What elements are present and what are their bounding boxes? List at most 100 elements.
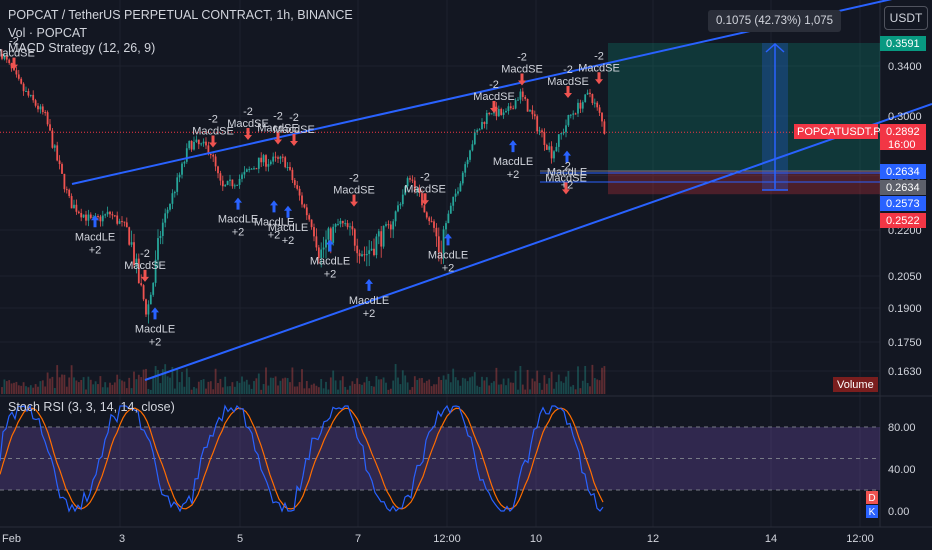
long-arrow-icon bbox=[365, 278, 373, 291]
candle-body bbox=[161, 222, 164, 236]
volume-bar bbox=[202, 379, 205, 394]
volume-bar bbox=[231, 382, 234, 394]
candle-body bbox=[313, 227, 315, 237]
candle-body bbox=[97, 216, 99, 218]
candle-body bbox=[298, 188, 301, 196]
volume-bar bbox=[387, 389, 390, 394]
candle-body bbox=[183, 161, 186, 164]
candle-body bbox=[219, 173, 222, 181]
candle-body bbox=[368, 250, 371, 254]
volume-bar bbox=[370, 385, 373, 394]
short-arrow-icon bbox=[595, 72, 603, 85]
volume-bar bbox=[305, 380, 308, 394]
candle-body bbox=[303, 204, 306, 208]
candle-body bbox=[255, 168, 258, 170]
volume-bar bbox=[49, 378, 51, 394]
signal-label: MacdSE bbox=[545, 172, 587, 184]
volume-bar bbox=[137, 374, 140, 394]
price-badge bbox=[880, 36, 926, 51]
candle-body bbox=[281, 156, 284, 158]
candle-body bbox=[248, 169, 251, 171]
volume-bar bbox=[233, 386, 236, 394]
strategy-title: MACD Strategy (12, 26, 9) bbox=[8, 41, 156, 55]
volume-bar bbox=[197, 381, 200, 394]
volume-bar bbox=[106, 387, 109, 394]
volume-bar bbox=[541, 389, 543, 394]
candle-body bbox=[512, 108, 515, 110]
volume-bar bbox=[445, 379, 447, 394]
candle-body bbox=[37, 105, 39, 110]
currency-button[interactable]: USDT bbox=[884, 6, 928, 30]
candle-body bbox=[137, 258, 140, 284]
candle-body bbox=[80, 212, 83, 218]
candle-body bbox=[188, 141, 191, 149]
volume-bar bbox=[157, 369, 159, 394]
volume-bar bbox=[190, 389, 193, 394]
candle-body bbox=[341, 220, 344, 224]
volume-bar bbox=[356, 378, 359, 394]
volume-bar bbox=[409, 389, 411, 394]
candle-body bbox=[257, 157, 260, 169]
volume-bar bbox=[399, 384, 402, 394]
candle-body bbox=[181, 163, 183, 175]
volume-bar bbox=[344, 386, 347, 394]
candle-body bbox=[373, 248, 375, 256]
short-arrow-icon bbox=[518, 73, 526, 86]
volume-bar bbox=[577, 366, 579, 394]
candle-body bbox=[471, 144, 474, 151]
volume-bar bbox=[272, 377, 275, 394]
volume-bar bbox=[437, 376, 440, 394]
volume-bar bbox=[123, 381, 126, 394]
volume-bar bbox=[581, 380, 584, 394]
candle-body bbox=[550, 146, 553, 159]
volume-bar bbox=[183, 386, 186, 394]
volume-bar bbox=[418, 378, 421, 394]
candle-body bbox=[325, 239, 327, 248]
volume-bar bbox=[262, 384, 265, 394]
candle-body bbox=[241, 174, 243, 179]
volume-bar bbox=[502, 378, 505, 394]
volume-bar bbox=[212, 389, 215, 394]
candle-body bbox=[65, 189, 68, 191]
volume-bar bbox=[545, 383, 548, 394]
volume-bar bbox=[310, 384, 313, 394]
candle-body bbox=[293, 180, 296, 186]
volume-bar bbox=[25, 386, 27, 394]
candle-body bbox=[128, 227, 131, 245]
signal-label: MacdSE bbox=[501, 64, 543, 76]
volume-bar bbox=[298, 382, 301, 394]
measure-arrow-head bbox=[765, 42, 785, 53]
short-arrow-icon bbox=[421, 193, 429, 206]
candle-body bbox=[272, 156, 275, 162]
volume-bar bbox=[176, 368, 179, 394]
volume-bar bbox=[562, 382, 565, 394]
candle-body bbox=[574, 113, 577, 115]
volume-bar bbox=[423, 382, 426, 394]
candle-body bbox=[308, 215, 311, 220]
volume-bar bbox=[53, 387, 56, 394]
signal-qty: -2 bbox=[563, 64, 573, 76]
volume-bar bbox=[89, 379, 92, 394]
volume-bar bbox=[145, 368, 147, 394]
volume-bar bbox=[382, 377, 385, 394]
candle-body bbox=[596, 102, 599, 108]
volume-bar bbox=[255, 378, 258, 394]
candle-body bbox=[533, 114, 536, 117]
candle-body bbox=[329, 228, 332, 243]
candle-body bbox=[363, 254, 366, 256]
signal-qty: +2 bbox=[232, 227, 245, 239]
signal-qty: +2 bbox=[324, 268, 337, 280]
volume-bar bbox=[221, 387, 224, 394]
candle-body bbox=[423, 205, 426, 213]
volume-bar bbox=[538, 382, 541, 394]
signal-qty: -2 bbox=[289, 112, 299, 124]
candle-body bbox=[497, 109, 500, 117]
volume-bar bbox=[135, 379, 138, 394]
volume-bar bbox=[77, 382, 80, 394]
candle-body bbox=[214, 156, 217, 167]
candle-body bbox=[543, 132, 546, 145]
time-axis-label: Feb bbox=[2, 533, 21, 545]
candle-body bbox=[541, 130, 543, 133]
candle-body bbox=[517, 99, 519, 101]
